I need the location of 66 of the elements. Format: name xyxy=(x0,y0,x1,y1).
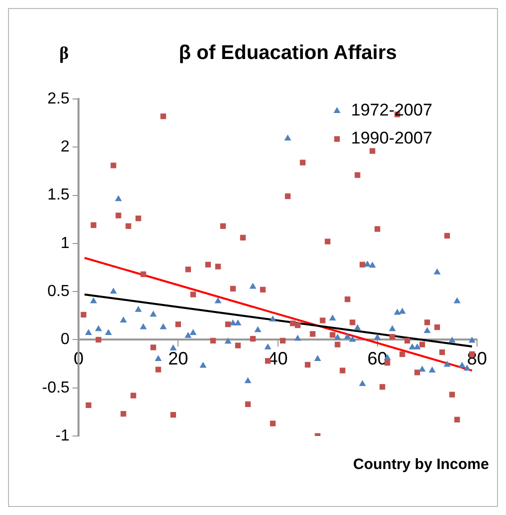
point xyxy=(85,328,92,335)
point xyxy=(234,319,242,326)
x-tick-label: 20 xyxy=(168,348,188,368)
point xyxy=(214,297,222,304)
y-tick-label: 2.5 xyxy=(47,90,70,108)
point xyxy=(424,327,431,334)
point xyxy=(448,336,456,343)
point xyxy=(224,338,232,344)
y-tick-label: 1.5 xyxy=(47,186,70,204)
point xyxy=(254,326,262,332)
point xyxy=(329,314,336,321)
y-tick-label: 0.5 xyxy=(47,282,70,300)
legend-label: 1972-2007 xyxy=(351,100,432,120)
point xyxy=(314,354,322,361)
point xyxy=(190,328,197,335)
y-tick-label: 0 xyxy=(60,331,70,348)
point xyxy=(458,362,466,368)
point xyxy=(150,310,157,317)
point xyxy=(398,308,406,314)
point xyxy=(354,324,361,330)
legend-label: 1990-2007 xyxy=(351,128,432,148)
point xyxy=(344,332,351,339)
point xyxy=(444,360,451,367)
point xyxy=(230,319,236,326)
point xyxy=(110,288,117,294)
point xyxy=(414,343,421,350)
y-tick-label: -0.5 xyxy=(42,379,70,396)
y-tick-label: -1 xyxy=(55,427,70,444)
point xyxy=(264,343,272,350)
point xyxy=(434,268,441,274)
point xyxy=(104,328,112,335)
point xyxy=(394,308,401,315)
x-axis-title: Country by Income xyxy=(353,456,489,473)
point xyxy=(468,336,476,343)
point xyxy=(249,282,256,289)
point xyxy=(294,334,302,341)
point xyxy=(464,364,471,371)
point xyxy=(374,334,381,340)
point xyxy=(364,260,371,267)
point xyxy=(170,344,177,350)
point xyxy=(269,315,276,322)
point xyxy=(120,316,127,322)
chart-title: β of Eduacation Affairs xyxy=(178,42,397,64)
point xyxy=(244,377,252,384)
point xyxy=(428,366,436,373)
y-axis-title: β xyxy=(59,43,69,63)
point xyxy=(160,323,167,330)
point xyxy=(134,306,142,312)
point xyxy=(90,297,97,304)
point xyxy=(95,325,102,332)
point xyxy=(284,134,292,140)
point xyxy=(114,195,122,202)
point xyxy=(388,325,396,332)
point xyxy=(408,343,416,350)
point xyxy=(200,362,207,368)
point xyxy=(154,354,162,361)
y-tick-label: 2 xyxy=(60,138,70,156)
point xyxy=(184,332,192,338)
point xyxy=(334,334,342,340)
y-tick-label: 1 xyxy=(60,234,70,252)
point xyxy=(358,380,366,386)
point xyxy=(368,262,376,268)
point xyxy=(349,336,356,342)
point xyxy=(140,323,147,330)
point xyxy=(454,297,461,304)
point xyxy=(418,366,426,372)
